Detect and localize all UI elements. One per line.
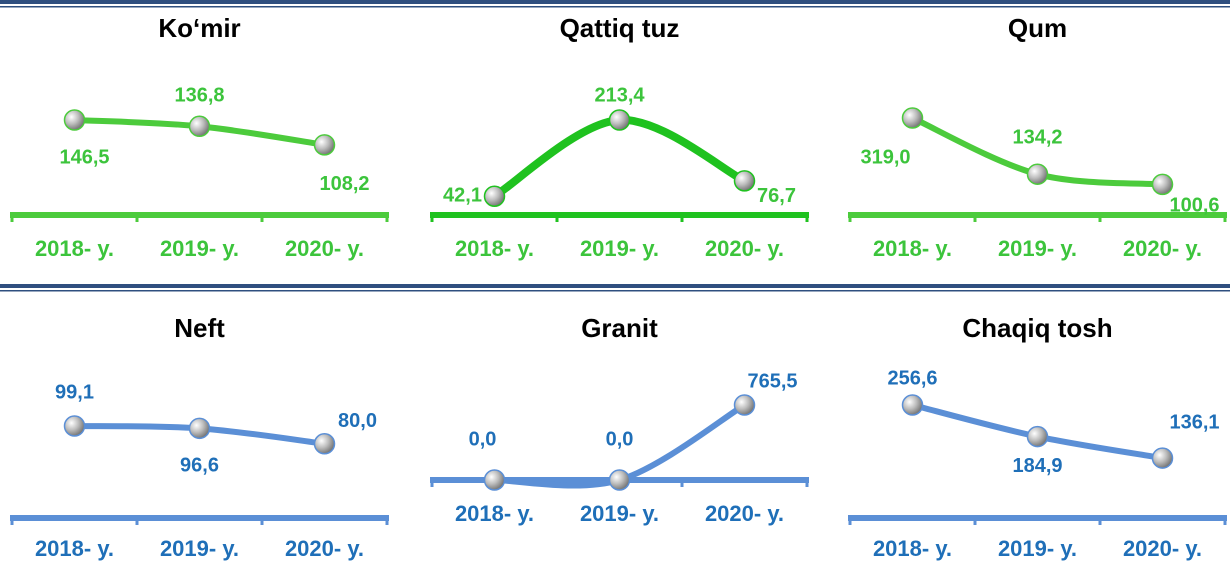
data-label: 100,6: [1169, 195, 1219, 217]
x-tick-label: 2018- y.: [455, 501, 534, 526]
chart-title: Qum: [1008, 13, 1067, 43]
marker: [313, 432, 336, 455]
marker: [1026, 163, 1049, 185]
x-tick-label: 2018- y.: [35, 536, 114, 561]
marker: [901, 107, 924, 129]
data-label: 213,4: [594, 84, 645, 106]
data-label: 108,2: [319, 173, 369, 195]
x-tick-label: 2018- y.: [873, 236, 952, 261]
data-label: 765,5: [747, 370, 797, 392]
marker: [483, 469, 506, 491]
data-label: 0,0: [606, 428, 634, 450]
marker: [1026, 425, 1049, 448]
marker: [733, 170, 756, 192]
marker: [608, 109, 631, 131]
x-tick-label: 2019- y.: [998, 536, 1077, 561]
marker: [733, 394, 756, 416]
chart-title: Granit: [581, 313, 658, 343]
chart-title: Neft: [174, 313, 225, 343]
marker: [188, 115, 211, 138]
data-label: 0,0: [469, 428, 497, 450]
x-tick-label: 2018- y.: [455, 236, 534, 261]
data-label: 42,1: [443, 185, 482, 207]
x-tick-label: 2019- y.: [580, 501, 659, 526]
x-tick-label: 2019- y.: [998, 236, 1077, 261]
data-label: 76,7: [757, 185, 796, 207]
marker: [63, 415, 86, 437]
chart-title: Ko‘mir: [158, 13, 240, 43]
marker: [63, 109, 86, 131]
x-tick-label: 2019- y.: [160, 236, 239, 261]
marker: [483, 185, 506, 208]
data-label: 99,1: [55, 381, 94, 403]
x-tick-label: 2018- y.: [35, 236, 114, 261]
x-tick-label: 2020- y.: [1123, 536, 1202, 561]
chart-title: Qattiq tuz: [560, 13, 680, 43]
data-label: 134,2: [1012, 126, 1062, 148]
separator-top: [0, 0, 1230, 8]
chart-title: Chaqiq tosh: [962, 313, 1112, 343]
line: [490, 115, 749, 201]
data-label: 184,9: [1012, 455, 1062, 477]
data-label: 96,6: [180, 455, 219, 477]
x-tick-label: 2020- y.: [285, 536, 364, 561]
x-tick-label: 2020- y.: [705, 501, 784, 526]
x-tick-label: 2019- y.: [160, 536, 239, 561]
marker: [313, 134, 336, 156]
marker: [901, 394, 924, 416]
marker: [1151, 173, 1174, 196]
x-tick-label: 2020- y.: [705, 236, 784, 261]
data-label: 136,8: [174, 85, 224, 107]
data-label: 319,0: [860, 146, 910, 168]
data-label: 80,0: [338, 410, 377, 432]
data-label: 146,5: [59, 146, 109, 168]
marker: [188, 417, 211, 440]
marker: [1151, 447, 1174, 469]
x-tick-label: 2019- y.: [580, 236, 659, 261]
x-tick-label: 2020- y.: [285, 236, 364, 261]
data-label: 136,1: [1169, 411, 1219, 433]
separator-middle: [0, 284, 1230, 292]
data-label: 256,6: [887, 367, 937, 389]
x-tick-label: 2018- y.: [873, 536, 952, 561]
x-tick-label: 2020- y.: [1123, 236, 1202, 261]
marker: [608, 469, 631, 491]
